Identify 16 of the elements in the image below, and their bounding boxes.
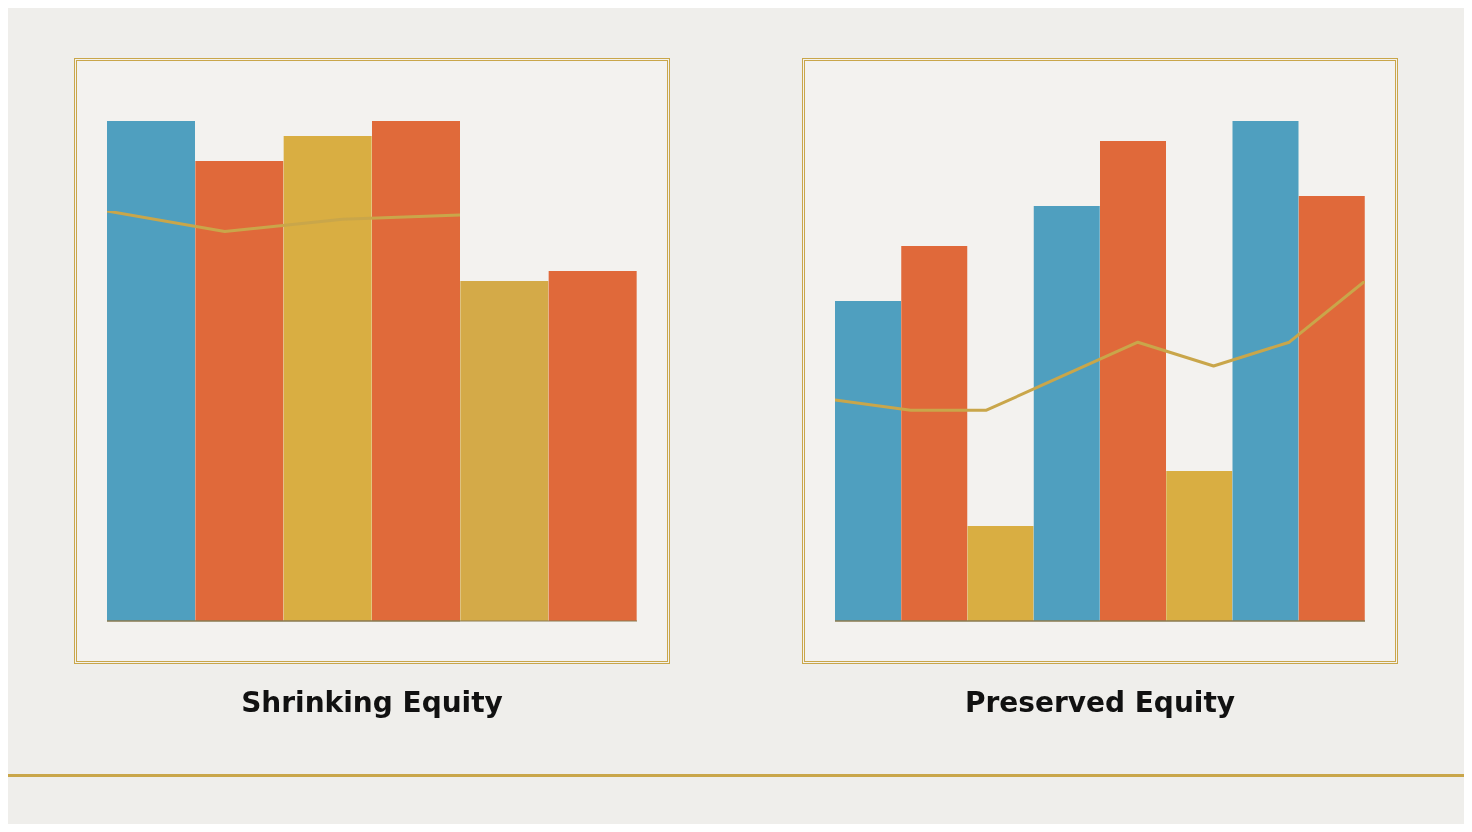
bar [1298, 196, 1365, 621]
text: Preserved Equity [964, 686, 1236, 719]
bar [548, 271, 637, 621]
bar [1166, 471, 1233, 621]
bar [1100, 141, 1166, 621]
bar [901, 246, 968, 621]
bar [195, 161, 284, 621]
bar [107, 121, 195, 621]
bar [835, 301, 901, 621]
bar [967, 526, 1034, 621]
bar [1033, 206, 1100, 621]
bar [460, 281, 549, 621]
bar [372, 121, 460, 621]
bar [1232, 121, 1299, 621]
bar [283, 136, 372, 621]
text: Shrinking Equity [241, 686, 503, 719]
